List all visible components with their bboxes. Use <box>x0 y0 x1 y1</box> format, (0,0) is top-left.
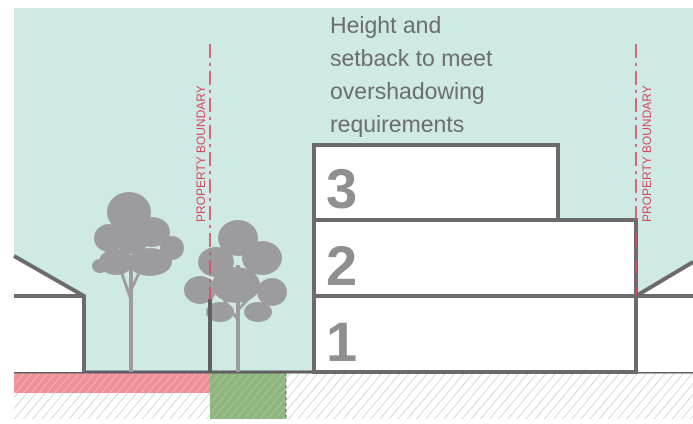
main-building <box>312 143 638 374</box>
caption: Height and setback to meet overshadowing… <box>330 12 493 137</box>
storey-1 <box>312 294 638 374</box>
caption-line-4: requirements <box>330 111 464 137</box>
storey-number-1: 1 <box>326 310 357 373</box>
right-boundary-label: PROPERTY BOUNDARY <box>640 85 654 222</box>
pink-strip <box>14 373 210 393</box>
tree-left <box>92 192 184 372</box>
storey-2 <box>312 218 638 298</box>
left-neighbour-house <box>13 254 86 372</box>
caption-line-1: Height and <box>330 12 441 38</box>
storey-number-2: 2 <box>326 234 357 297</box>
caption-line-2: setback to meet <box>330 45 493 71</box>
storey-3 <box>312 143 560 222</box>
left-boundary-label: PROPERTY BOUNDARY <box>194 85 208 222</box>
green-strip <box>210 373 286 419</box>
tree-right <box>184 220 287 372</box>
caption-line-3: overshadowing <box>330 78 485 104</box>
storey-number-3: 3 <box>326 157 357 220</box>
